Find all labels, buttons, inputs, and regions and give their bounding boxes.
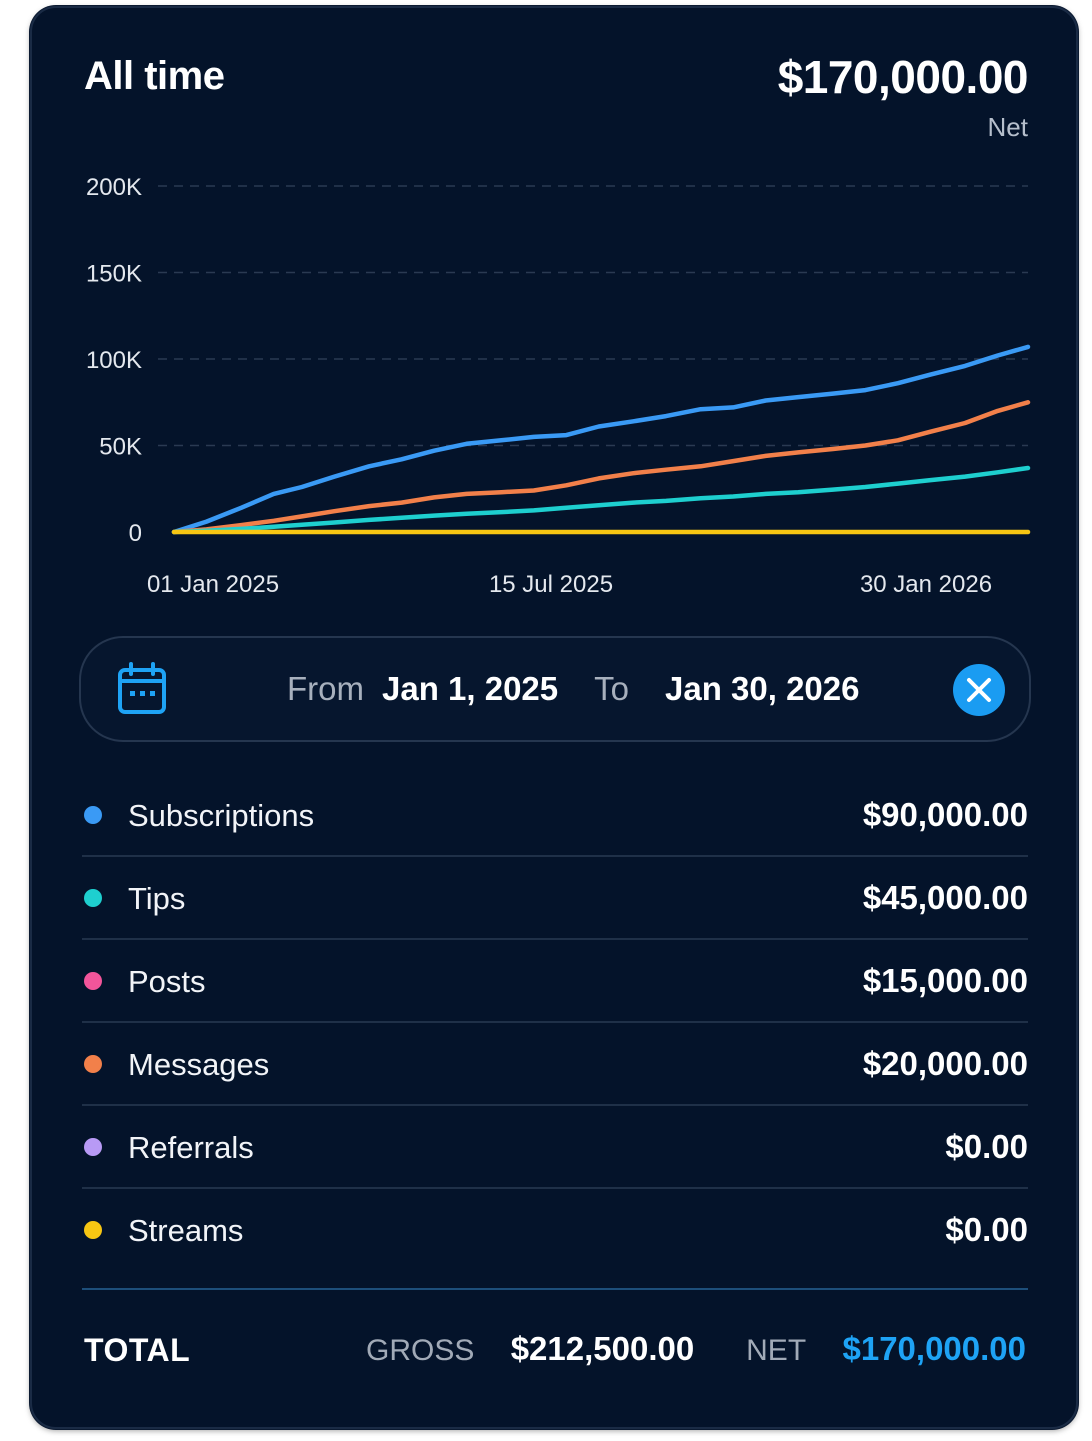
- category-label: Tips: [128, 881, 186, 916]
- list-item-streams[interactable]: Streams $0.00: [82, 1189, 1028, 1270]
- net-total-amount: $170,000.00: [777, 51, 1029, 103]
- category-value: $0.00: [945, 1211, 1028, 1248]
- x-tick-label: 30 Jan 2026: [860, 571, 992, 598]
- gross-value: $212,500.00: [510, 1330, 695, 1367]
- close-icon: [967, 678, 991, 702]
- net-total: NET $170,000.00: [746, 1330, 1026, 1368]
- calendar-icon[interactable]: [117, 662, 167, 716]
- from-date[interactable]: Jan 1, 2025: [382, 670, 559, 707]
- category-label: Posts: [128, 964, 206, 999]
- category-value: $20,000.00: [862, 1045, 1028, 1082]
- list-item-subscriptions[interactable]: Subscriptions $90,000.00: [82, 774, 1028, 857]
- y-tick-label: 200K: [86, 174, 142, 201]
- y-tick-label: 50K: [99, 434, 142, 461]
- net-label: NET: [746, 1334, 807, 1367]
- from-label: From: [287, 670, 364, 707]
- category-value: $15,000.00: [862, 962, 1028, 999]
- x-tick-label: 15 Jul 2025: [489, 571, 613, 598]
- referrals-color-dot: [84, 1138, 102, 1156]
- streams-color-dot: [84, 1221, 102, 1239]
- net-value: $170,000.00: [842, 1330, 1026, 1367]
- series-line-subscriptions: [171, 344, 1031, 535]
- category-list: Subscriptions $90,000.00 Tips $45,000.00…: [82, 774, 1028, 1270]
- y-tick-label: 0: [129, 520, 142, 547]
- series-line-messages: [171, 400, 1031, 535]
- list-item-referrals[interactable]: Referrals $0.00: [82, 1106, 1028, 1189]
- category-label: Streams: [128, 1213, 244, 1248]
- subscriptions-color-dot: [84, 806, 102, 824]
- total-divider: [82, 1288, 1028, 1290]
- posts-color-dot: [84, 972, 102, 990]
- earnings-line-chart: 0 50K 100K 150K 200K 01 Jan 2025 15 Jul 2025 30…: [86, 174, 1031, 598]
- gross-label: GROSS: [366, 1334, 475, 1367]
- category-value: $90,000.00: [862, 796, 1028, 833]
- series-line-tips: [171, 465, 1031, 535]
- period-title: All time: [84, 54, 225, 98]
- list-item-messages[interactable]: Messages $20,000.00: [82, 1023, 1028, 1106]
- net-caption: Net: [987, 112, 1028, 142]
- date-range-text[interactable]: From Jan 1, 2025 To Jan 30, 2026: [287, 670, 860, 708]
- date-range-picker[interactable]: From Jan 1, 2025 To Jan 30, 2026: [79, 636, 1031, 742]
- category-value: $45,000.00: [862, 879, 1028, 916]
- to-label: To: [594, 670, 629, 707]
- gross-total: GROSS $212,500.00: [366, 1330, 694, 1368]
- category-value: $0.00: [945, 1128, 1028, 1165]
- category-label: Subscriptions: [128, 798, 315, 833]
- clear-date-range-button[interactable]: [953, 664, 1005, 716]
- messages-color-dot: [84, 1055, 102, 1073]
- list-item-tips[interactable]: Tips $45,000.00: [82, 857, 1028, 940]
- list-item-posts[interactable]: Posts $15,000.00: [82, 940, 1028, 1023]
- category-label: Messages: [128, 1047, 270, 1082]
- y-tick-label: 150K: [86, 261, 142, 288]
- total-label: TOTAL: [84, 1332, 191, 1368]
- category-label: Referrals: [128, 1130, 254, 1165]
- to-date[interactable]: Jan 30, 2026: [665, 670, 860, 707]
- x-tick-label: 01 Jan 2025: [147, 571, 279, 598]
- y-tick-label: 100K: [86, 347, 142, 374]
- tips-color-dot: [84, 889, 102, 907]
- earnings-card: All time $170,000.00 Net 0 50K 100K 150K 200…: [30, 6, 1078, 1429]
